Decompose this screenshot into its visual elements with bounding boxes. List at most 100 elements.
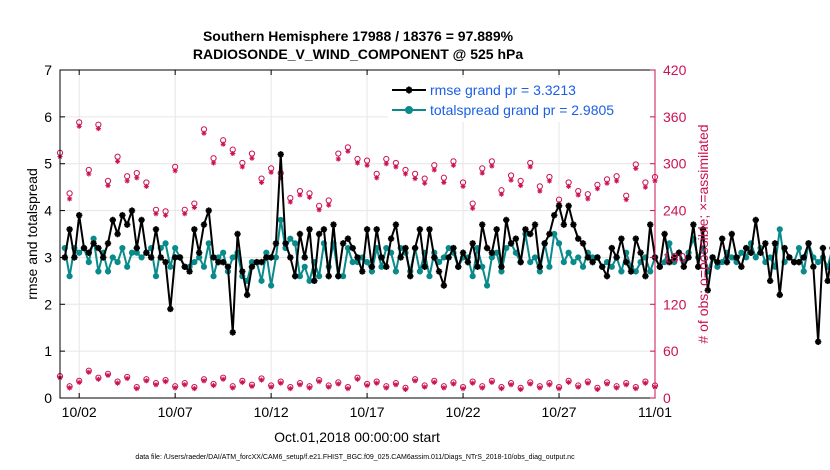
rmse-point bbox=[335, 272, 342, 280]
rmse-point bbox=[752, 216, 759, 224]
obs-assimilated-point-low bbox=[479, 385, 485, 391]
totalspread-point bbox=[363, 259, 371, 266]
obs-assimilated-point bbox=[114, 158, 121, 164]
rmse-point bbox=[239, 268, 246, 275]
obs-assimilated-point bbox=[527, 164, 533, 170]
obs-assimilated-point bbox=[412, 175, 418, 182]
rmse-point bbox=[459, 249, 467, 256]
obs-assimilated-point-low bbox=[316, 379, 322, 385]
totalspread-point bbox=[172, 244, 179, 252]
rmse-point bbox=[306, 226, 313, 233]
rmse-point bbox=[742, 244, 750, 252]
totalspread-point bbox=[575, 254, 582, 261]
obs-assimilated-point bbox=[566, 183, 572, 189]
obs-assimilated-point-low bbox=[441, 385, 447, 391]
rmse-point bbox=[181, 263, 188, 270]
rmse-point bbox=[440, 282, 448, 289]
totalspread-point bbox=[800, 268, 807, 275]
totalspread-point bbox=[119, 244, 126, 252]
rmse-point bbox=[224, 263, 232, 270]
rmse-point bbox=[243, 291, 251, 299]
rmse-point bbox=[363, 226, 371, 233]
totalspread-point bbox=[738, 249, 745, 256]
totalspread-point bbox=[316, 273, 323, 280]
obs-assimilated-point-low bbox=[114, 380, 121, 386]
x-tick-label: 10/27 bbox=[542, 404, 577, 420]
y-right-tick-label: 180 bbox=[663, 249, 687, 265]
totalspread-point bbox=[220, 249, 227, 256]
rmse-point bbox=[579, 240, 587, 247]
rmse-point bbox=[387, 235, 395, 242]
rmse-point bbox=[608, 244, 616, 252]
obs-assimilated-point-low bbox=[594, 386, 601, 393]
rmse-point bbox=[771, 240, 779, 247]
rmse-point bbox=[656, 263, 663, 270]
rmse-point bbox=[762, 240, 769, 247]
y-left-tick-label: 5 bbox=[44, 156, 52, 172]
obs-assimilated-point bbox=[316, 207, 322, 213]
rmse-point bbox=[99, 254, 107, 261]
rmse-point bbox=[421, 263, 428, 270]
rmse-point bbox=[560, 221, 568, 228]
obs-assimilated-point bbox=[642, 184, 649, 190]
rmse-point bbox=[210, 254, 217, 261]
rmse-point bbox=[416, 226, 424, 233]
obs-assimilated-point-low bbox=[633, 386, 639, 392]
obs-assimilated-point bbox=[604, 180, 610, 186]
rmse-point bbox=[205, 207, 212, 214]
legend-spread-marker bbox=[405, 106, 413, 114]
obs-assimilated-point bbox=[489, 163, 495, 169]
obs-assimilated-point bbox=[153, 211, 159, 217]
y-left-tick-label: 2 bbox=[44, 296, 52, 312]
obs-assimilated-point-low bbox=[604, 381, 610, 387]
x-tick-label: 10/17 bbox=[350, 404, 385, 420]
data-series bbox=[61, 151, 830, 345]
obs-assimilated-point-low bbox=[642, 380, 649, 386]
obs-assimilated-point bbox=[297, 192, 303, 198]
obs-assimilated-point-low bbox=[546, 382, 553, 388]
rmse-point bbox=[138, 216, 145, 224]
rmse-point bbox=[397, 254, 404, 261]
rmse-point bbox=[215, 258, 222, 266]
obs-assimilated-point-low bbox=[575, 384, 581, 390]
obs-assimilated-point-low bbox=[412, 378, 418, 384]
obs-possible-point bbox=[335, 150, 342, 157]
obs-count-markers bbox=[56, 119, 659, 393]
rmse-point bbox=[541, 240, 548, 247]
obs-assimilated-point bbox=[393, 164, 399, 170]
y-left-tick-label: 7 bbox=[44, 62, 52, 78]
chart-title-line2: RADIOSONDE_V_WIND_COMPONENT @ 525 hPa bbox=[193, 46, 523, 62]
rmse-point bbox=[253, 258, 260, 266]
rmse-point bbox=[128, 207, 136, 214]
obs-assimilated-point-low bbox=[86, 369, 92, 375]
obs-assimilated-point bbox=[95, 125, 101, 132]
x-tick-label: 10/22 bbox=[446, 404, 481, 420]
obs-assimilated-point bbox=[182, 211, 188, 217]
obs-assimilated-point bbox=[172, 168, 178, 174]
obs-assimilated-point-low bbox=[220, 376, 226, 382]
rmse-point bbox=[747, 249, 755, 256]
obs-assimilated-point bbox=[335, 156, 341, 162]
rmse-point bbox=[685, 254, 692, 261]
rmse-point bbox=[234, 230, 241, 238]
totalspread-point bbox=[229, 254, 236, 261]
rmse-point bbox=[546, 230, 553, 238]
obs-assimilated-point-low bbox=[518, 386, 524, 393]
obs-assimilated-point-low bbox=[297, 382, 303, 388]
rmse-point bbox=[431, 254, 438, 261]
obs-assimilated-point bbox=[105, 182, 111, 189]
legend-background bbox=[388, 78, 650, 122]
obs-assimilated-point-low bbox=[623, 382, 629, 388]
rmse-point bbox=[354, 254, 361, 261]
rmse-point bbox=[109, 216, 116, 224]
rmse-point bbox=[819, 244, 827, 252]
y-right-tick-label: 60 bbox=[663, 343, 679, 359]
rmse-point bbox=[599, 263, 606, 270]
obs-assimilated-point-low bbox=[393, 382, 399, 388]
totalspread-point bbox=[527, 259, 534, 266]
rmse-point bbox=[291, 272, 299, 280]
obs-assimilated-point-low bbox=[326, 384, 332, 390]
rmse-point bbox=[176, 254, 184, 261]
obs-assimilated-point bbox=[354, 160, 361, 166]
rmse-point bbox=[589, 258, 596, 266]
